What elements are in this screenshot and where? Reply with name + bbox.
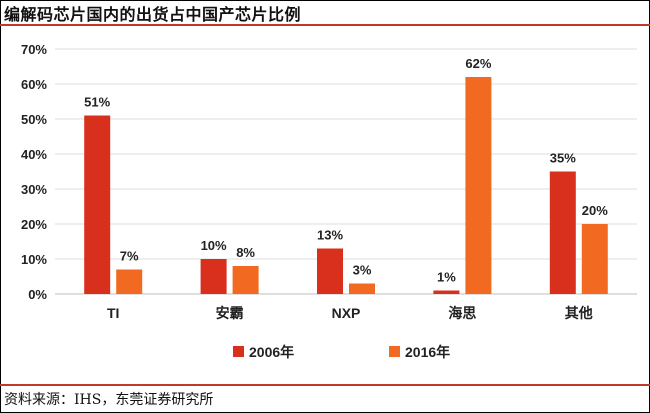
legend-swatch [389, 346, 400, 357]
category-label: NXP [332, 305, 361, 321]
data-label: 35% [550, 151, 576, 166]
source-note: 资料来源：IHS，东莞证券研究所 [4, 392, 214, 408]
category-label: 安霸 [216, 305, 244, 321]
legend-swatch [233, 346, 244, 357]
bar [116, 269, 143, 294]
y-tick-label: 10% [21, 252, 47, 267]
y-tick-label: 30% [21, 182, 47, 197]
legend-label: 2016年 [405, 344, 450, 360]
category-label: 其他 [565, 305, 593, 321]
data-label: 10% [201, 238, 227, 253]
y-tick-label: 20% [21, 217, 47, 232]
y-tick-label: 70% [21, 42, 47, 57]
bar [317, 248, 343, 294]
y-tick-label: 60% [21, 77, 47, 92]
chart-title: 编解码芯片国内的出货占中国产芯片比例 [4, 5, 302, 24]
bar [581, 224, 608, 294]
data-label: 8% [236, 245, 255, 260]
title-divider [0, 24, 650, 26]
y-tick-label: 50% [21, 112, 47, 127]
bar [433, 290, 460, 294]
bar [84, 115, 111, 294]
category-label: 海思 [448, 305, 476, 321]
bar [349, 283, 375, 294]
data-label: 20% [582, 203, 608, 218]
data-label: 13% [317, 228, 343, 243]
data-label: 7% [120, 249, 139, 264]
legend-label: 2006年 [249, 344, 294, 360]
y-tick-label: 0% [28, 287, 47, 302]
category-label: TI [107, 305, 119, 321]
bar [232, 266, 259, 294]
bar [200, 259, 227, 294]
source-divider [0, 384, 650, 386]
bar [465, 77, 492, 294]
data-label: 51% [84, 95, 110, 110]
bar [549, 171, 576, 294]
data-label: 62% [465, 56, 491, 71]
data-label: 3% [353, 263, 372, 278]
y-tick-label: 40% [21, 147, 47, 162]
data-label: 1% [437, 270, 456, 285]
